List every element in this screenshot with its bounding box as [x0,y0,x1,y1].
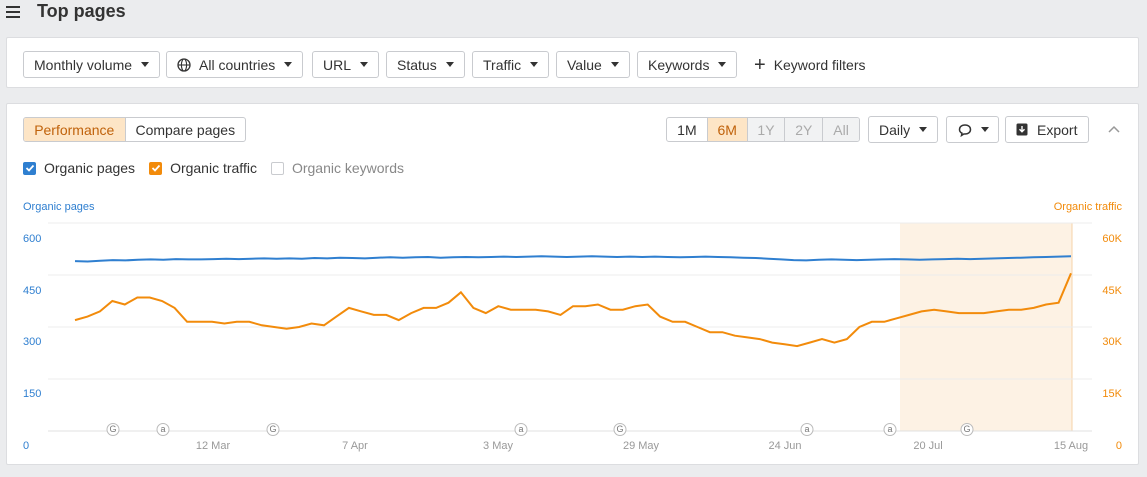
filter-countries[interactable]: All countries [166,51,304,78]
top-bar: Top pages [0,0,1147,36]
export-button[interactable]: Export [1005,116,1089,143]
legend-label: Organic pages [44,160,136,176]
filter-url[interactable]: URL [312,51,380,78]
filter-label: Monthly volume [34,56,133,73]
chevron-down-icon [919,127,928,132]
filter-keywords[interactable]: Keywords [637,51,738,78]
left-axis-tick: 450 [23,285,42,297]
annotation-marker[interactable]: G [266,423,280,436]
x-axis-tick: 15 Aug [1053,440,1089,452]
range-2y[interactable]: 2Y [784,118,823,141]
right-axis-tick: 30K [1102,336,1122,348]
legend-organic-traffic[interactable]: Organic traffic [149,160,257,176]
x-axis-tick: 3 May [483,440,513,452]
legend-label: Organic traffic [170,160,257,176]
x-axis-tick: 24 Jun [768,440,802,452]
series-line-organic-pages [74,255,1072,263]
filter-panel: Monthly volume All countries URL Status … [6,37,1139,88]
right-axis-tick: 15K [1102,388,1122,400]
page-title: Top pages [37,1,126,21]
chevron-down-icon [284,62,293,67]
chevron-down-icon [445,62,454,67]
chevron-down-icon [141,62,150,67]
right-axis-tick: 0 [1115,440,1122,452]
annotations-dropdown[interactable] [946,116,999,143]
x-axis-tick: 7 Apr [342,440,368,452]
tab-compare-pages[interactable]: Compare pages [124,118,245,141]
keyword-filters-button[interactable]: + Keyword filters [754,51,866,78]
x-axis-tick: 20 Jul [913,440,943,452]
annotation-marker[interactable]: G [106,423,120,436]
legend-organic-keywords[interactable]: Organic keywords [270,160,404,176]
annotation-marker[interactable]: G [613,423,627,436]
collapse-chevron-up-icon[interactable] [1108,125,1120,133]
filter-label: URL [323,56,352,73]
annotation-marker[interactable]: a [800,423,814,436]
plus-icon: + [754,53,766,76]
filter-label: Keywords [648,56,710,73]
filter-label: Status [397,56,437,73]
download-icon [1016,123,1028,136]
checkbox-checked-icon[interactable] [23,161,36,175]
filter-label: Traffic [483,56,522,73]
chevron-down-icon [530,62,539,67]
left-axis-tick: 600 [23,233,42,245]
right-axis-tick: 45K [1102,285,1122,297]
legend-label: Organic keywords [291,160,404,176]
view-tabs: Performance Compare pages [23,117,246,142]
right-axis-tick: 60K [1102,233,1122,245]
range-6m[interactable]: 6M [706,118,747,141]
range-1m[interactable]: 1M [677,121,697,138]
interval-label: Daily [879,121,911,138]
annotation-marker[interactable]: a [883,423,897,436]
annotation-marker[interactable]: G [960,423,974,436]
legend-organic-pages[interactable]: Organic pages [23,160,135,176]
annotation-marker[interactable]: a [156,423,170,436]
filter-traffic[interactable]: Traffic [472,51,550,78]
range-1y[interactable]: 1Y [746,118,785,141]
tab-performance[interactable]: Performance [24,118,125,141]
left-axis-title: Organic pages [23,201,95,213]
range-all[interactable]: All [822,118,859,141]
series-line-organic-traffic [74,272,1072,348]
chevron-down-icon [981,127,989,132]
x-axis-tick: 12 Mar [195,440,231,452]
filter-value[interactable]: Value [556,51,630,78]
keyword-filters-label: Keyword filters [773,56,866,73]
left-axis-tick: 0 [23,440,30,452]
chart-plot-area [48,222,1092,432]
chart-legend: Organic pages Organic traffic Organic ke… [23,160,418,176]
globe-icon [177,57,191,72]
annotation-marker[interactable]: a [514,423,528,436]
x-axis-tick: 29 May [622,440,660,452]
chevron-down-icon [610,62,619,67]
filter-status[interactable]: Status [386,51,465,78]
left-axis-tick: 300 [23,336,42,348]
filter-monthly-volume[interactable]: Monthly volume [23,51,161,78]
chevron-down-icon [718,62,727,67]
filter-label: Value [567,56,602,73]
left-axis-tick: 150 [23,388,42,400]
interval-dropdown[interactable]: Daily [868,116,939,143]
range-selector: 1M 6M 1Y 2Y All [666,117,860,142]
hamburger-menu-icon[interactable] [6,5,22,19]
chart-panel: Performance Compare pages 1M 6M 1Y 2Y Al… [6,103,1139,465]
filter-label: All countries [199,56,276,73]
right-axis-title: Organic traffic [1053,201,1122,213]
chevron-down-icon [360,62,369,67]
checkbox-unchecked-icon[interactable] [270,161,284,175]
export-label: Export [1037,121,1078,138]
checkbox-checked-icon[interactable] [149,161,163,175]
comment-icon [958,123,972,137]
